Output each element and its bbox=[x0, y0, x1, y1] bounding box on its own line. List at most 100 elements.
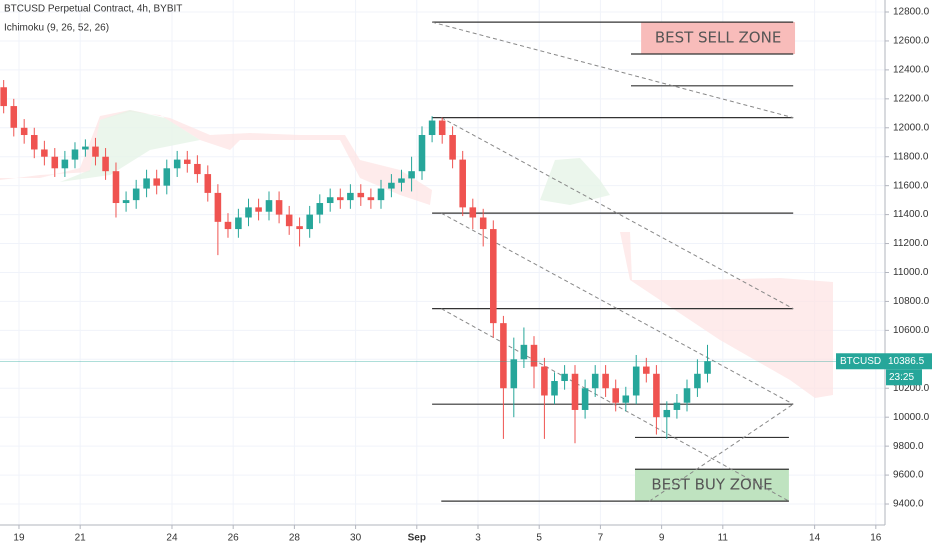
y-tick-label: 12000.0 bbox=[893, 122, 930, 133]
candle-body bbox=[112, 171, 120, 204]
x-tick-label: 11 bbox=[718, 533, 729, 544]
candle-body bbox=[173, 159, 181, 169]
x-tick-label: 26 bbox=[228, 533, 240, 544]
candle-body bbox=[102, 156, 109, 172]
candle-body bbox=[551, 381, 558, 396]
last-symbol: BTCUSD bbox=[840, 356, 881, 367]
candle-body bbox=[643, 366, 650, 374]
countdown-tag bbox=[886, 369, 922, 386]
candle-body bbox=[490, 229, 497, 324]
x-tick-label: 21 bbox=[75, 533, 87, 544]
candle-body bbox=[418, 135, 426, 172]
candle-body bbox=[122, 200, 130, 204]
candle-body bbox=[388, 182, 395, 189]
x-tick-label: 3 bbox=[475, 533, 481, 544]
candle-body bbox=[622, 395, 630, 403]
candle-body bbox=[510, 359, 518, 389]
y-tick-label: 10200.0 bbox=[893, 383, 930, 394]
candle-body bbox=[398, 178, 405, 183]
drawings: BEST SELL ZONE BEST BUY ZONE bbox=[431, 21, 796, 502]
y-tick-label: 12400.0 bbox=[893, 65, 930, 76]
candle-body bbox=[153, 178, 160, 186]
candle-body bbox=[275, 200, 283, 215]
candle-body bbox=[41, 149, 48, 157]
candle-body bbox=[541, 366, 548, 396]
candle-body bbox=[530, 344, 538, 367]
candle-body bbox=[265, 200, 273, 212]
candle-body bbox=[612, 388, 619, 403]
candle-body bbox=[591, 373, 599, 389]
zone-box bbox=[641, 22, 796, 54]
cloud-green bbox=[540, 158, 610, 205]
y-tick-label: 11400.0 bbox=[893, 209, 929, 220]
candle-body bbox=[561, 373, 568, 382]
x-tick-label: 14 bbox=[809, 533, 821, 544]
candle-body bbox=[285, 214, 293, 227]
x-tick-label: 30 bbox=[350, 533, 362, 544]
candle-body bbox=[469, 207, 477, 218]
candle-body bbox=[163, 168, 171, 186]
candle-body bbox=[347, 192, 354, 201]
candle-body bbox=[653, 373, 660, 418]
candle-body bbox=[255, 207, 262, 212]
cloud-red bbox=[0, 110, 432, 205]
candle-body bbox=[316, 203, 324, 215]
candle-body bbox=[132, 188, 140, 201]
candle-body bbox=[235, 217, 242, 230]
y-tick-label: 12800.0 bbox=[893, 7, 930, 18]
trend-line bbox=[441, 308, 790, 502]
candle-body bbox=[683, 388, 691, 403]
y-tick-label: 11000.0 bbox=[893, 267, 929, 278]
indicator-label: Ichimoku (9, 26, 52, 26) bbox=[4, 23, 109, 34]
candle-body bbox=[214, 192, 222, 222]
y-tick-label: 9400.0 bbox=[893, 499, 924, 510]
candle-body bbox=[224, 221, 232, 230]
y-tick-label: 10000.0 bbox=[893, 412, 930, 423]
candle-body bbox=[306, 214, 313, 230]
candle-body bbox=[449, 135, 456, 160]
x-tick-label: 28 bbox=[289, 533, 301, 544]
candle-body bbox=[459, 159, 466, 208]
y-tick-label: 10800.0 bbox=[893, 296, 930, 307]
candle-body bbox=[581, 388, 589, 410]
candle-body bbox=[438, 120, 446, 136]
x-tick-label: Sep bbox=[408, 533, 426, 544]
zone-box bbox=[634, 469, 789, 502]
candle-body bbox=[571, 373, 579, 410]
x-tick-label: 24 bbox=[166, 533, 178, 544]
candle-body bbox=[92, 146, 99, 157]
candle-body bbox=[326, 197, 334, 204]
candle-body bbox=[61, 159, 69, 169]
y-tick-label: 9600.0 bbox=[893, 470, 924, 481]
candle-body bbox=[663, 409, 671, 418]
candle-body bbox=[479, 217, 487, 230]
y-tick-label: 11200.0 bbox=[893, 238, 929, 249]
candle-body bbox=[408, 171, 415, 179]
x-tick-label: 7 bbox=[598, 533, 604, 544]
candle-body bbox=[245, 207, 252, 218]
candle-body bbox=[520, 344, 528, 360]
candle-body bbox=[10, 106, 18, 128]
trend-line bbox=[431, 21, 794, 119]
candle-body bbox=[143, 178, 150, 189]
candle-body bbox=[51, 156, 59, 169]
candle-body bbox=[204, 174, 212, 193]
x-tick-label: 5 bbox=[536, 533, 542, 544]
x-tick-label: 9 bbox=[659, 533, 665, 544]
candle-body bbox=[632, 366, 640, 396]
y-tick-label: 12600.0 bbox=[893, 36, 930, 47]
y-tick-label: 11800.0 bbox=[893, 151, 929, 162]
candle-body bbox=[367, 197, 375, 201]
y-tick-label: 10600.0 bbox=[893, 325, 930, 336]
candle-body bbox=[82, 146, 89, 150]
candle-body bbox=[602, 373, 609, 389]
candle-body bbox=[20, 127, 28, 136]
candle-body bbox=[296, 226, 303, 230]
cloud-red bbox=[620, 232, 833, 398]
candle-body bbox=[194, 163, 201, 175]
candle-body bbox=[377, 188, 385, 201]
trend-line bbox=[441, 117, 794, 310]
chart-title: BTCUSD Perpetual Contract, 4h, BYBIT bbox=[4, 4, 182, 15]
